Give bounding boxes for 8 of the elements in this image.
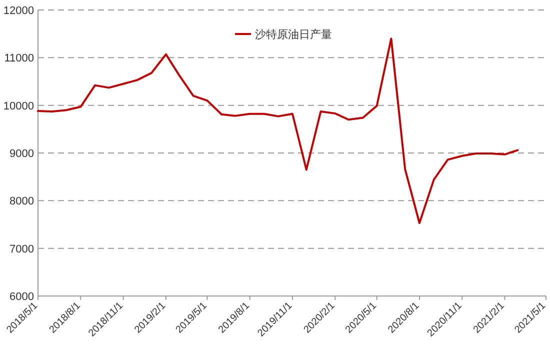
y-tick-label: 6000 (10, 291, 34, 303)
y-tick-label: 7000 (10, 243, 34, 256)
y-tick-label: 8000 (10, 196, 34, 208)
legend-label: 沙特原油日产量 (255, 28, 332, 41)
y-tick-label: 10000 (3, 100, 34, 112)
y-tick-label: 11000 (4, 52, 34, 65)
y-tick-label: 12000 (3, 5, 34, 17)
y-tick-label: 9000 (10, 148, 34, 160)
